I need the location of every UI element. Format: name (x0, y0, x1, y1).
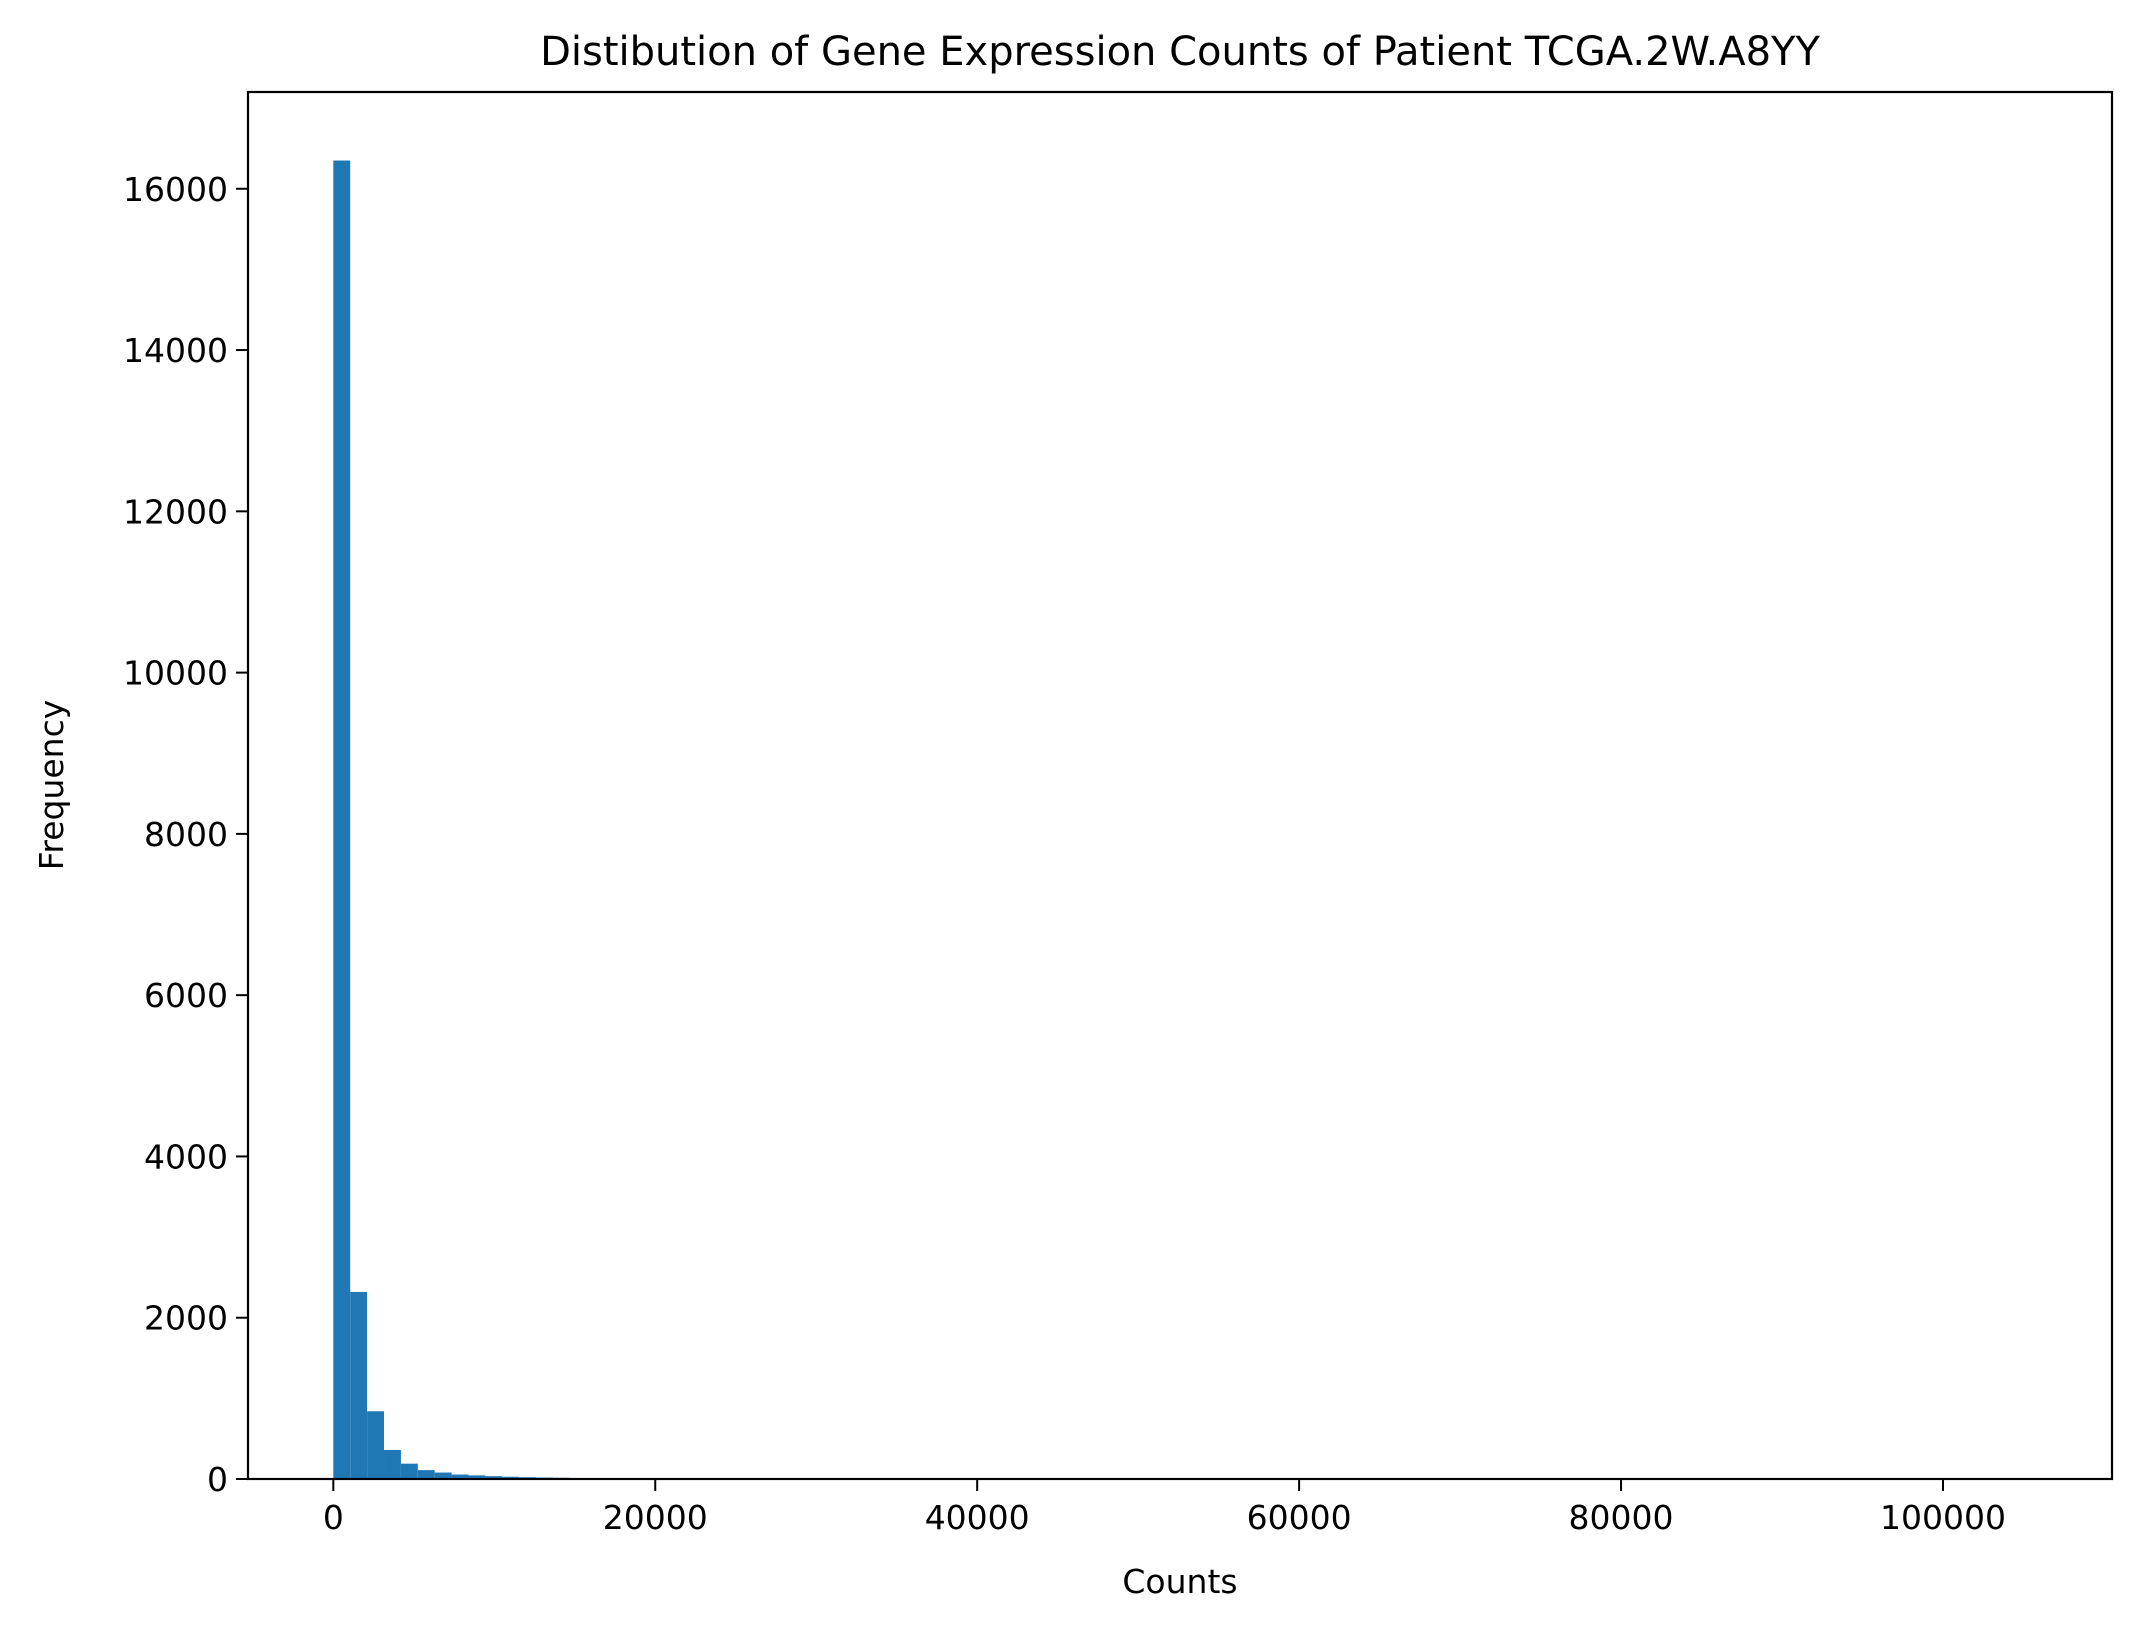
y-tick-label: 6000 (144, 976, 228, 1015)
y-tick-label: 12000 (123, 492, 228, 531)
chart-title: Distibution of Gene Expression Counts of… (540, 29, 1820, 75)
histogram-bar (468, 1475, 486, 1479)
y-tick-label: 16000 (123, 170, 228, 209)
histogram-bar (502, 1476, 520, 1479)
x-tick-label: 20000 (603, 1498, 708, 1537)
y-tick-label: 8000 (144, 815, 228, 854)
x-tick-label: 40000 (925, 1498, 1030, 1537)
x-tick-label: 60000 (1247, 1498, 1352, 1537)
x-tick-label: 100000 (1880, 1498, 2006, 1537)
histogram-bar (451, 1474, 469, 1479)
y-tick-label: 0 (207, 1460, 228, 1499)
plot-frame (246, 90, 2114, 1481)
y-axis-ticks: 0 2000 4000 6000 8000 10000 12000 14000 16000 (123, 170, 248, 1499)
y-tick-label: 10000 (123, 654, 228, 693)
y-tick-label: 14000 (123, 331, 228, 370)
y-tick-label: 4000 (144, 1137, 228, 1176)
histogram-bar (400, 1463, 418, 1479)
x-axis-label: Counts (1122, 1562, 1237, 1601)
x-axis-ticks: 0 20000 40000 60000 80000 100000 (323, 1479, 2006, 1537)
histogram-bars (333, 160, 587, 1480)
histogram-bar (485, 1476, 503, 1479)
y-axis-label: Frequency (32, 700, 71, 870)
histogram-bar (384, 1449, 401, 1479)
histogram-bar (367, 1411, 385, 1479)
histogram-bar (350, 1291, 368, 1479)
histogram-bar (417, 1470, 435, 1479)
x-tick-label: 80000 (1569, 1498, 1674, 1537)
y-tick-label: 2000 (144, 1299, 228, 1338)
x-tick-label: 0 (323, 1498, 344, 1537)
histogram-bar (333, 160, 351, 1480)
histogram-bar (434, 1472, 452, 1479)
